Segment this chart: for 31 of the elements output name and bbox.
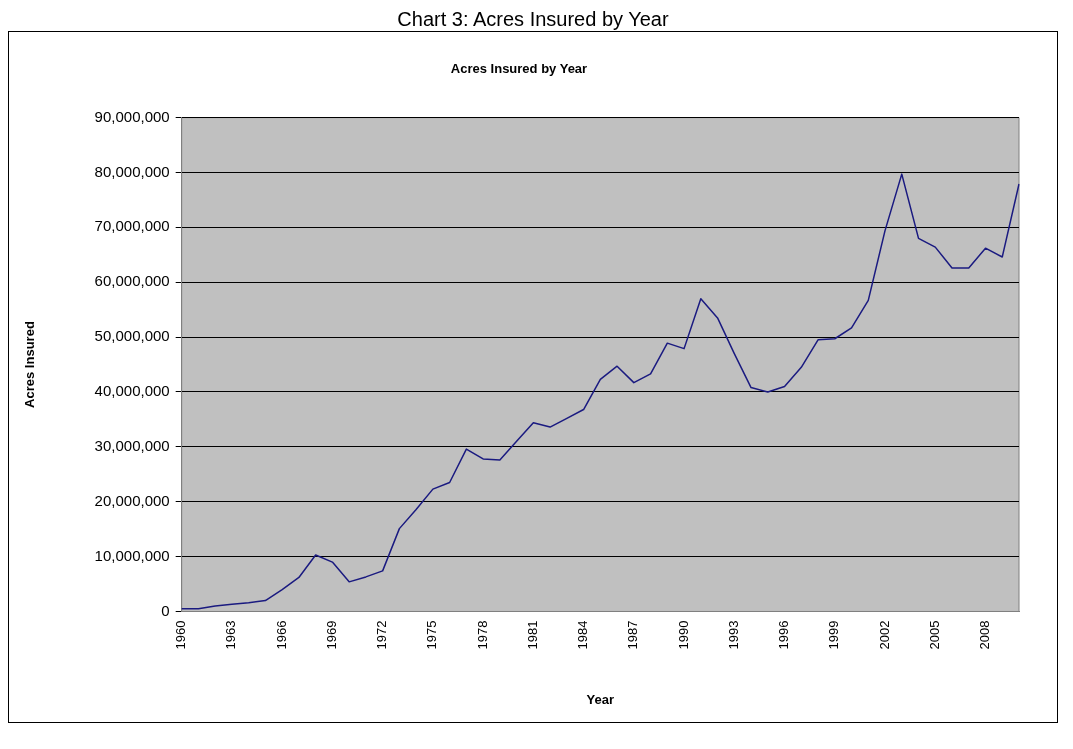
x-tick-label: 1987 [625, 620, 641, 650]
x-tick-label: 1960 [173, 620, 189, 650]
x-tick-label: 1996 [776, 620, 792, 650]
y-tick-label: 70,000,000 [94, 217, 170, 235]
y-tick-label: 50,000,000 [94, 327, 170, 345]
caption: Chart 3: Acres Insured by Year [396, 8, 670, 31]
x-tick-label: 2002 [876, 620, 892, 650]
y-tick-label: 80,000,000 [94, 162, 170, 180]
y-axis-title: Acres Insured [22, 321, 38, 408]
x-tick-label: 1990 [675, 620, 691, 650]
x-tick-label: 1993 [725, 620, 741, 650]
x-tick-label: 1966 [273, 620, 289, 650]
x-tick-label: 1981 [524, 620, 540, 650]
x-tick-label: 1972 [374, 620, 390, 650]
x-tick-label: 1963 [223, 620, 239, 650]
y-tick-label: 0 [161, 601, 170, 619]
y-tick-label: 90,000,000 [94, 107, 170, 125]
y-tick-label: 60,000,000 [94, 272, 170, 290]
chart-title: Acres Insured by Year [450, 61, 588, 77]
x-tick-label: 1999 [826, 620, 842, 650]
x-tick-label: 1984 [575, 620, 591, 650]
y-tick-label: 30,000,000 [94, 436, 170, 454]
x-tick-label: 1975 [424, 620, 440, 650]
y-tick-label: 40,000,000 [94, 382, 170, 400]
y-tick-label: 10,000,000 [94, 546, 170, 564]
y-tick-label: 20,000,000 [94, 491, 170, 509]
x-tick-label: 1969 [323, 620, 339, 650]
x-axis-title: Year [586, 691, 615, 707]
x-tick-label: 2008 [977, 620, 993, 650]
x-tick-label: 2005 [926, 620, 942, 650]
x-tick-label: 1978 [474, 620, 490, 650]
